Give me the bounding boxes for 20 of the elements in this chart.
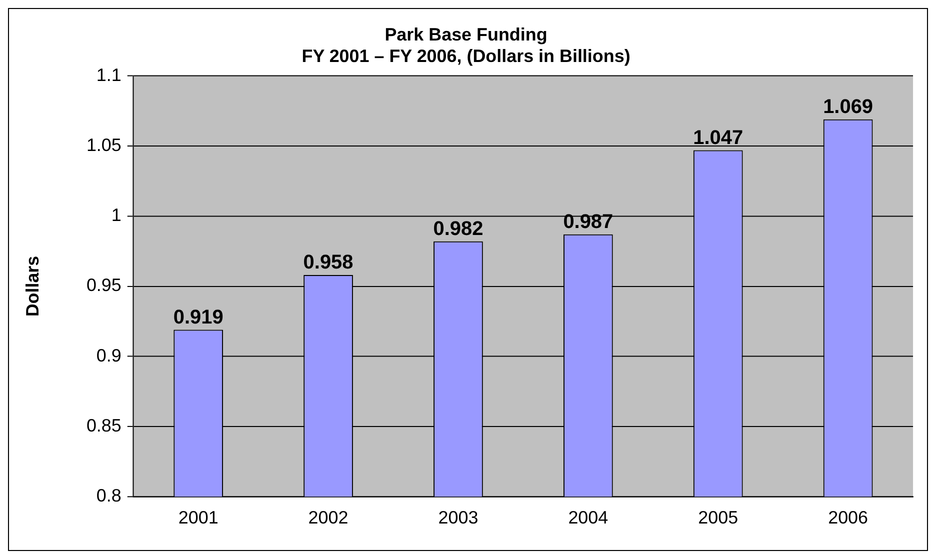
- data-label: 0.919: [173, 306, 224, 328]
- y-tick-label: 0.8: [96, 486, 122, 506]
- x-tick-label: 2004: [568, 507, 608, 528]
- data-label: 1.047: [693, 126, 744, 149]
- data-label: 0.958: [303, 252, 354, 274]
- y-tick-label: 1.05: [86, 135, 122, 156]
- x-tick-label: 2003: [438, 507, 478, 528]
- x-tick-label: 2001: [178, 507, 218, 528]
- y-axis-title: Dollars: [22, 256, 43, 317]
- x-tick-label: 2002: [308, 507, 348, 528]
- y-tick-label: 0.85: [86, 415, 122, 436]
- y-tick-label: 1.1: [96, 64, 122, 85]
- x-tick-label: 2006: [828, 507, 868, 528]
- y-tick-label: 0.95: [86, 275, 122, 296]
- y-tick-label: 0.9: [96, 345, 122, 366]
- data-label: 1.069: [823, 96, 874, 118]
- y-tick-label: 1: [111, 205, 122, 226]
- data-label: 0.982: [433, 218, 484, 240]
- x-tick-label: 2005: [698, 507, 738, 528]
- chart-title: Park Base Funding FY 2001 – FY 2006, (Dollars in Billions): [302, 24, 630, 66]
